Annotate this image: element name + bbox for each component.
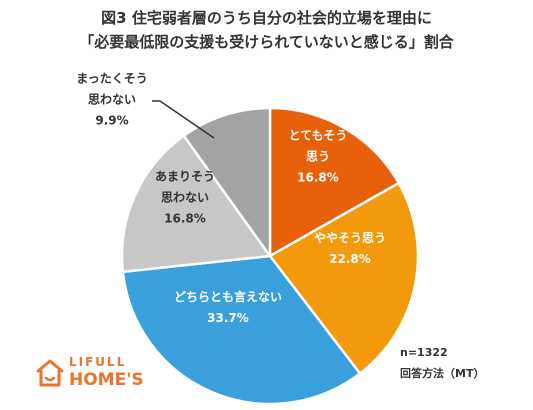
pie-slice [268, 106, 401, 259]
pie-slice [268, 181, 420, 376]
slice-category-label: まったくそう [76, 72, 148, 86]
slice-category-label: 思わない [88, 93, 136, 107]
slice-value-label: 22.8% [329, 252, 371, 266]
slice-category-label: 思わない [161, 191, 209, 205]
title-line-1: 図3 住宅弱者層のうち自分の社会的立場を理由に [101, 9, 432, 27]
pie-slices [120, 106, 420, 406]
slice-category-label: ややそう思う [314, 231, 386, 245]
logo-text-top: LIFULL [69, 355, 127, 369]
slice-value-label: 9.9% [95, 114, 128, 128]
pie-slice [121, 254, 362, 406]
pie-slice [120, 133, 273, 274]
slice-value-label: 33.7% [207, 311, 249, 325]
leader-lines [152, 100, 215, 139]
chart-title: 図3 住宅弱者層のうち自分の社会的立場を理由に 「必要最低限の支援も受けられてい… [0, 6, 533, 54]
title-line-2: 「必要最低限の支援も受けられていないと感じる」割合 [79, 33, 454, 51]
pie-slice [182, 106, 272, 260]
slice-value-label: 16.8% [164, 212, 206, 226]
leader-line [152, 100, 215, 139]
slice-category-label: どちらとも言えない [174, 289, 282, 304]
brand-logo: LIFULL HOME'S [35, 352, 165, 396]
slice-category-label: 思う [306, 150, 330, 164]
answer-method: 回答方法（MT） [400, 367, 485, 380]
slice-value-label: 16.8% [297, 171, 339, 185]
house-icon [36, 359, 64, 387]
logo-text-bottom: HOME'S [69, 370, 144, 390]
slice-category-label: あまりそう [155, 170, 215, 184]
sample-size: n=1322 [400, 346, 448, 359]
slice-category-label: とてもそう [289, 129, 348, 143]
